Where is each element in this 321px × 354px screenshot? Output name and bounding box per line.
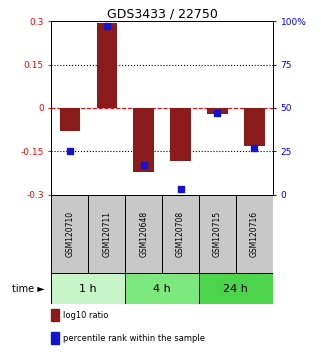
Point <box>252 145 257 151</box>
Bar <box>199 273 273 304</box>
Bar <box>207 108 228 114</box>
Text: percentile rank within the sample: percentile rank within the sample <box>63 335 204 343</box>
Bar <box>125 195 162 273</box>
Bar <box>244 108 265 145</box>
Bar <box>97 23 117 108</box>
Bar <box>125 273 199 304</box>
Bar <box>170 108 191 161</box>
Text: 1 h: 1 h <box>80 284 97 293</box>
Text: 24 h: 24 h <box>223 284 248 293</box>
Bar <box>236 195 273 273</box>
Text: log10 ratio: log10 ratio <box>63 312 108 320</box>
Title: GDS3433 / 22750: GDS3433 / 22750 <box>107 7 218 20</box>
Point <box>178 187 183 192</box>
Text: GSM120715: GSM120715 <box>213 211 222 257</box>
Text: GSM120648: GSM120648 <box>139 211 148 257</box>
Bar <box>51 195 88 273</box>
Bar <box>199 195 236 273</box>
Point <box>67 149 72 154</box>
Bar <box>88 195 125 273</box>
Point <box>104 24 109 29</box>
Point <box>215 110 220 116</box>
Text: time ►: time ► <box>12 284 45 293</box>
Bar <box>134 108 154 172</box>
Point <box>141 162 146 168</box>
Bar <box>51 309 59 321</box>
Text: 4 h: 4 h <box>153 284 171 293</box>
Text: GSM120710: GSM120710 <box>65 211 74 257</box>
Bar <box>51 273 125 304</box>
Bar <box>60 108 80 131</box>
Text: GSM120708: GSM120708 <box>176 211 185 257</box>
Bar <box>51 332 59 344</box>
Text: GSM120716: GSM120716 <box>250 211 259 257</box>
Text: GSM120711: GSM120711 <box>102 211 111 257</box>
Bar <box>162 195 199 273</box>
